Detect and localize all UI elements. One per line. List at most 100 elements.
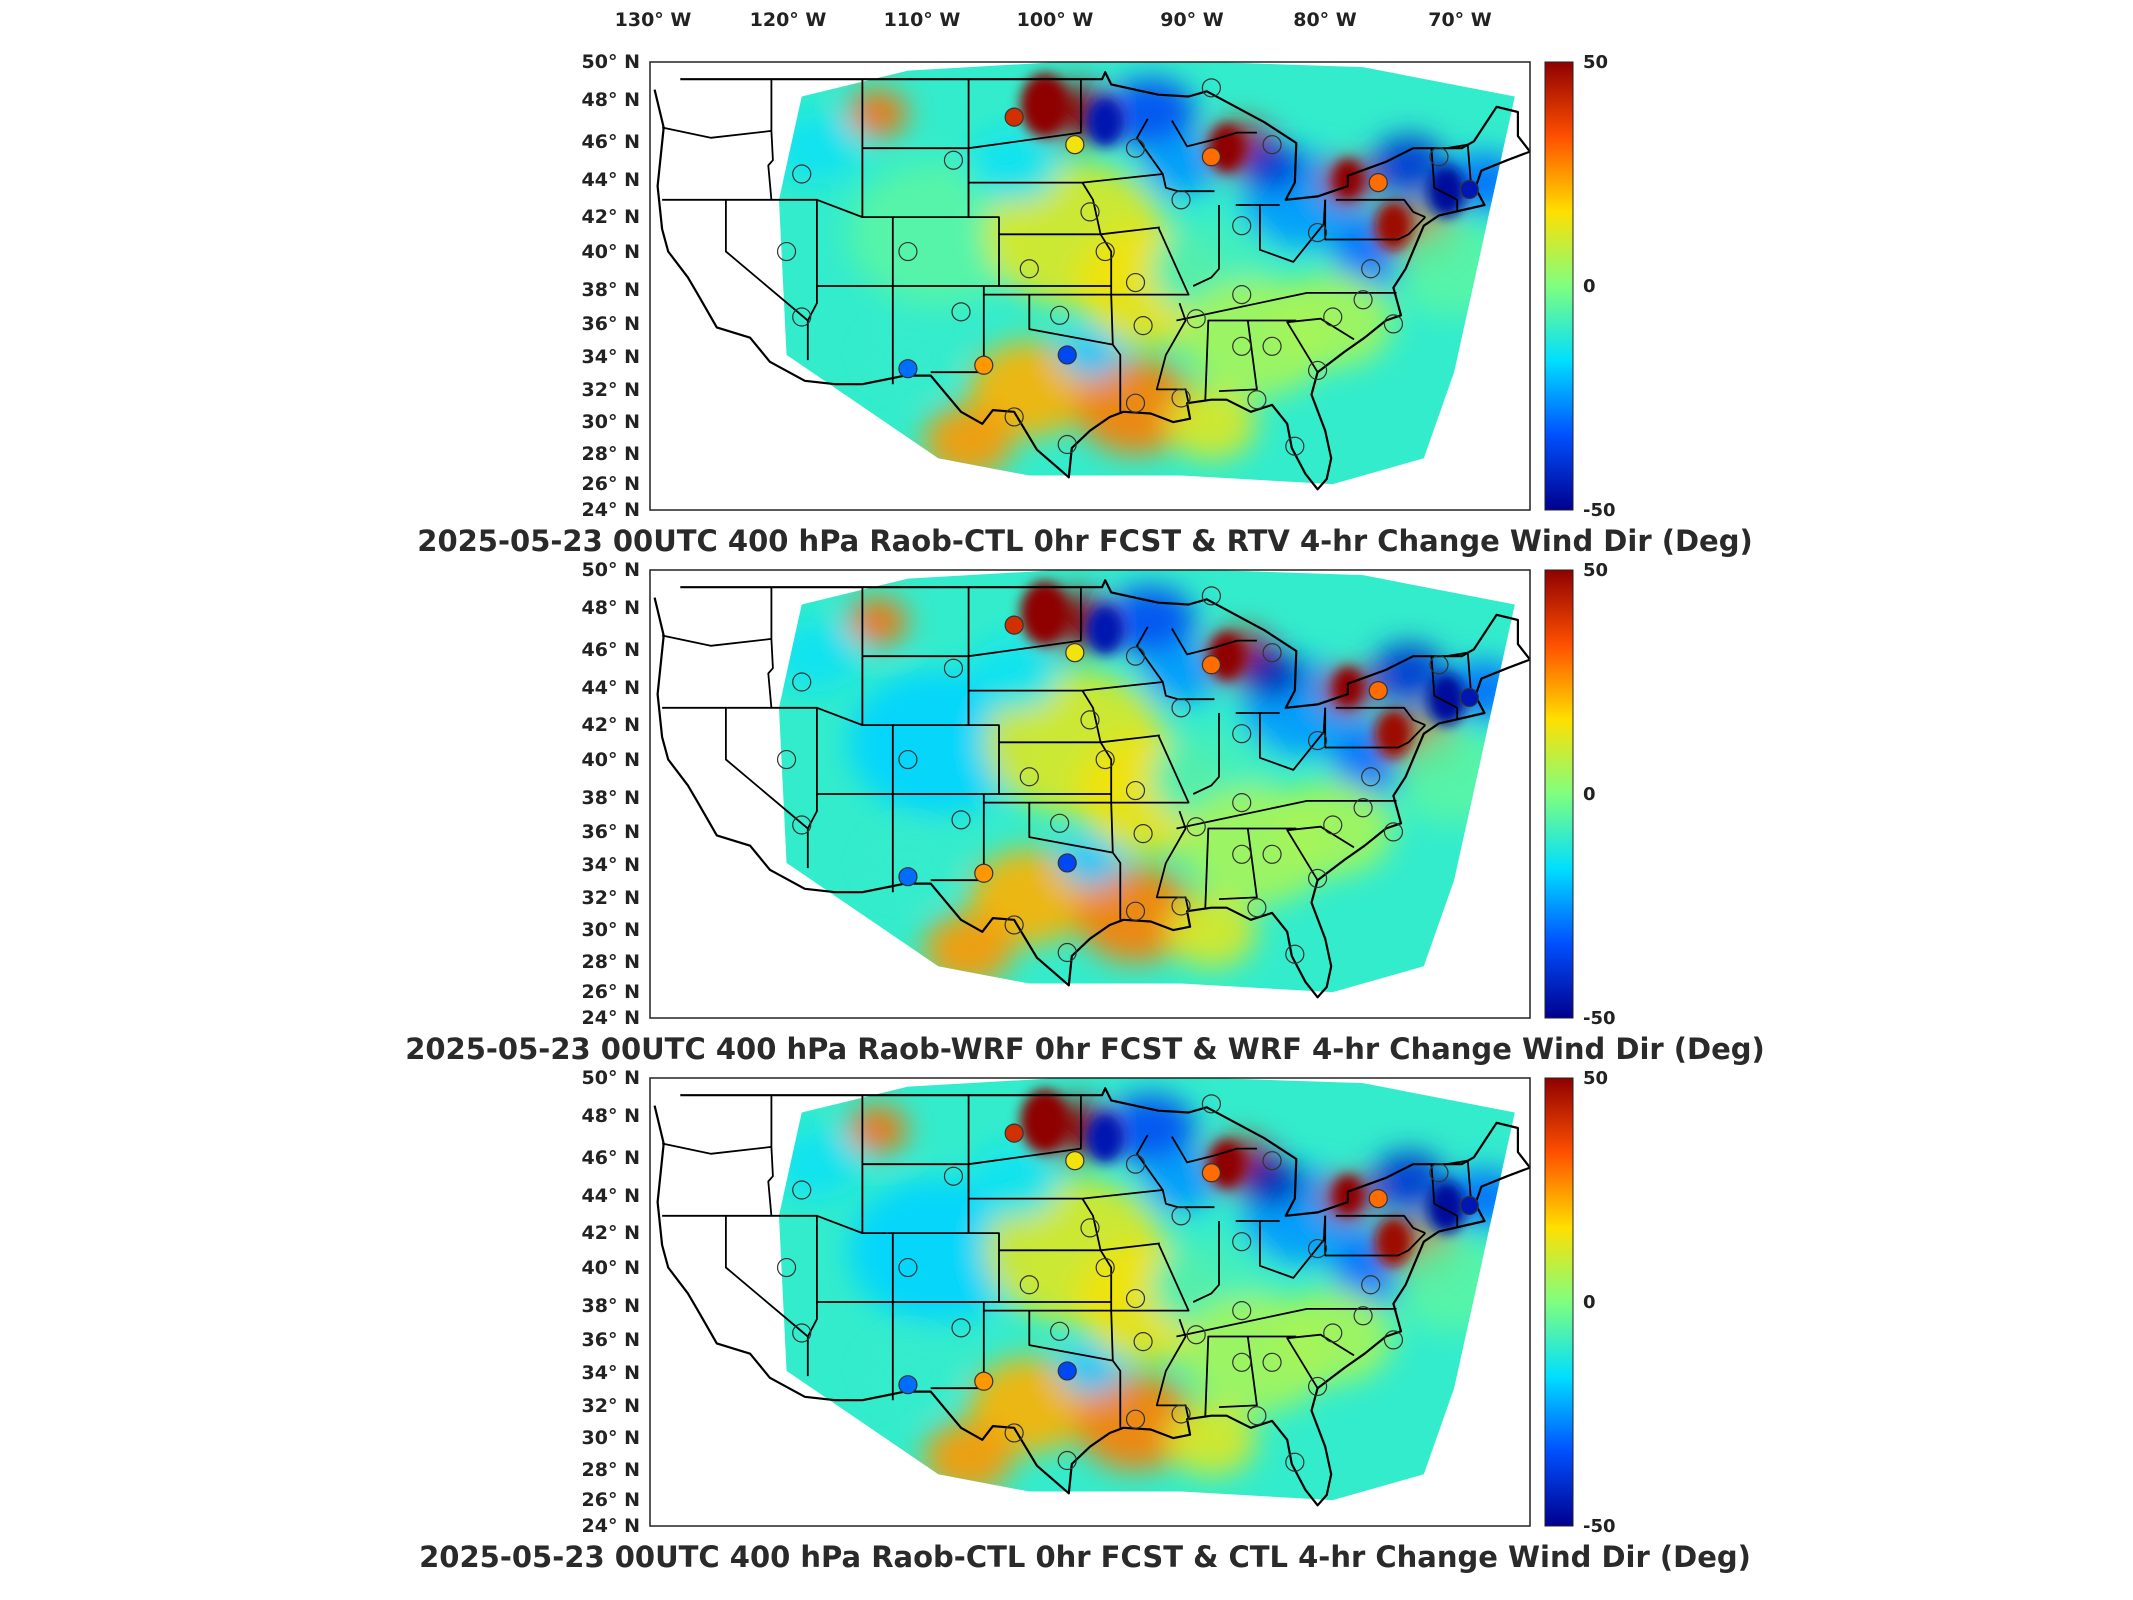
national-border (680, 579, 1531, 709)
station-marker (1133, 1332, 1153, 1352)
lat-labels: 50° N 48° N 46° N 44° N 42° N 40° N 38° N 36° N… (582, 559, 640, 1029)
station-marker (1004, 915, 1024, 935)
state-border (1171, 120, 1257, 148)
station-marker (1057, 434, 1077, 455)
station-marker (1057, 345, 1077, 365)
lat-label: 36° N (582, 821, 640, 843)
state-border (1155, 302, 1190, 404)
lat-label: 40° N (582, 749, 640, 771)
station-marker (1186, 309, 1206, 329)
state-border (1446, 1159, 1472, 1199)
lat-label: 26° N (582, 981, 640, 1003)
station-marker (1232, 285, 1252, 305)
station-marker (1232, 844, 1252, 864)
state-border (1446, 143, 1472, 183)
lat-label: 44° N (582, 677, 640, 699)
station-marker (1125, 780, 1146, 801)
station-marker (1125, 1409, 1146, 1429)
station-marker (1383, 1330, 1404, 1350)
station-marker (1361, 1275, 1381, 1295)
station-marker (776, 749, 797, 770)
station-marker (898, 359, 918, 379)
map-frame (649, 1077, 1531, 1527)
station-marker (1125, 272, 1146, 293)
station-marker (1232, 336, 1252, 356)
lat-labels: 50° N 48° N 46° N 44° N 42° N 40° N 38° N 36° N… (582, 1067, 640, 1537)
station-marker (898, 1257, 918, 1278)
map-panel: 50° N 48° N 46° N 44° N 42° N 40° N 38° N 36° N… (417, 51, 1752, 558)
station-marker (1004, 107, 1024, 127)
lat-label: 30° N (582, 411, 640, 433)
station-marker (1019, 767, 1039, 787)
station-marker (943, 1166, 964, 1186)
station-marker (1323, 307, 1343, 327)
station-marker (1232, 724, 1252, 744)
station-marker (1368, 173, 1388, 193)
station-marker (792, 307, 812, 327)
station-marker (1201, 1163, 1221, 1183)
station-marker (1004, 1423, 1024, 1443)
station-marker (974, 863, 994, 883)
lat-label: 48° N (582, 597, 640, 619)
state-border (1324, 707, 1426, 749)
station-marker (1125, 1154, 1146, 1174)
station-marker (1368, 681, 1388, 701)
state-border (1324, 1215, 1426, 1257)
state-border (1171, 1136, 1257, 1164)
geo-outlines (653, 579, 1531, 999)
station-marker (1232, 1232, 1252, 1252)
state-border (1286, 825, 1355, 881)
state-border (1082, 173, 1215, 193)
lat-label: 34° N (582, 346, 640, 368)
station-marker (1171, 698, 1191, 718)
station-marker (776, 1257, 797, 1278)
state-border (1192, 205, 1220, 287)
station-marker (1232, 1352, 1252, 1372)
station-marker (1383, 822, 1404, 842)
lat-label: 26° N (582, 473, 640, 495)
station-marker (1065, 643, 1085, 663)
state-border (1192, 713, 1220, 795)
colorbar-tick-label: 50 (1583, 560, 1608, 581)
station-marker (1125, 901, 1146, 921)
lat-label: 34° N (582, 1362, 640, 1384)
state-border (892, 587, 1000, 795)
state-border (968, 1095, 1082, 1166)
state-border (807, 199, 818, 321)
station-marker (1125, 393, 1146, 413)
station-marker (792, 1323, 812, 1343)
station-marker (1262, 643, 1282, 663)
station-marker (1201, 78, 1221, 98)
colorbar-tick-label: -50 (1583, 500, 1616, 521)
lat-label: 48° N (582, 1105, 640, 1127)
station-marker (1201, 1094, 1221, 1114)
lat-label: 44° N (582, 169, 640, 191)
station-marker (1353, 290, 1373, 310)
station-marker (1171, 1404, 1191, 1424)
station-marker (1019, 1275, 1039, 1295)
lat-label: 30° N (582, 1427, 640, 1449)
station-marker (974, 355, 994, 375)
station-marker (898, 867, 918, 887)
state-border (807, 707, 818, 829)
station-marker (1057, 942, 1077, 963)
state-border (1176, 1308, 1397, 1338)
state-border (1286, 317, 1355, 373)
state-border (1082, 1189, 1215, 1209)
station-marker (1307, 868, 1328, 889)
state-border (1136, 1134, 1164, 1191)
lat-label: 32° N (582, 1395, 640, 1417)
station-marker (1262, 844, 1282, 864)
state-border (816, 724, 894, 795)
station-marker (1307, 730, 1328, 751)
state-border (1335, 706, 1426, 726)
lon-label: 110° W (884, 9, 961, 31)
station-marker (1080, 710, 1100, 730)
station-marker (1201, 586, 1221, 606)
station-marker (1429, 1163, 1449, 1183)
station-marker (1095, 1257, 1115, 1278)
lat-label: 32° N (582, 379, 640, 401)
panel-title: 2025-05-23 00UTC 400 hPa Raob-WRF 0hr FC… (405, 1032, 1765, 1066)
station-marker (1201, 655, 1221, 675)
